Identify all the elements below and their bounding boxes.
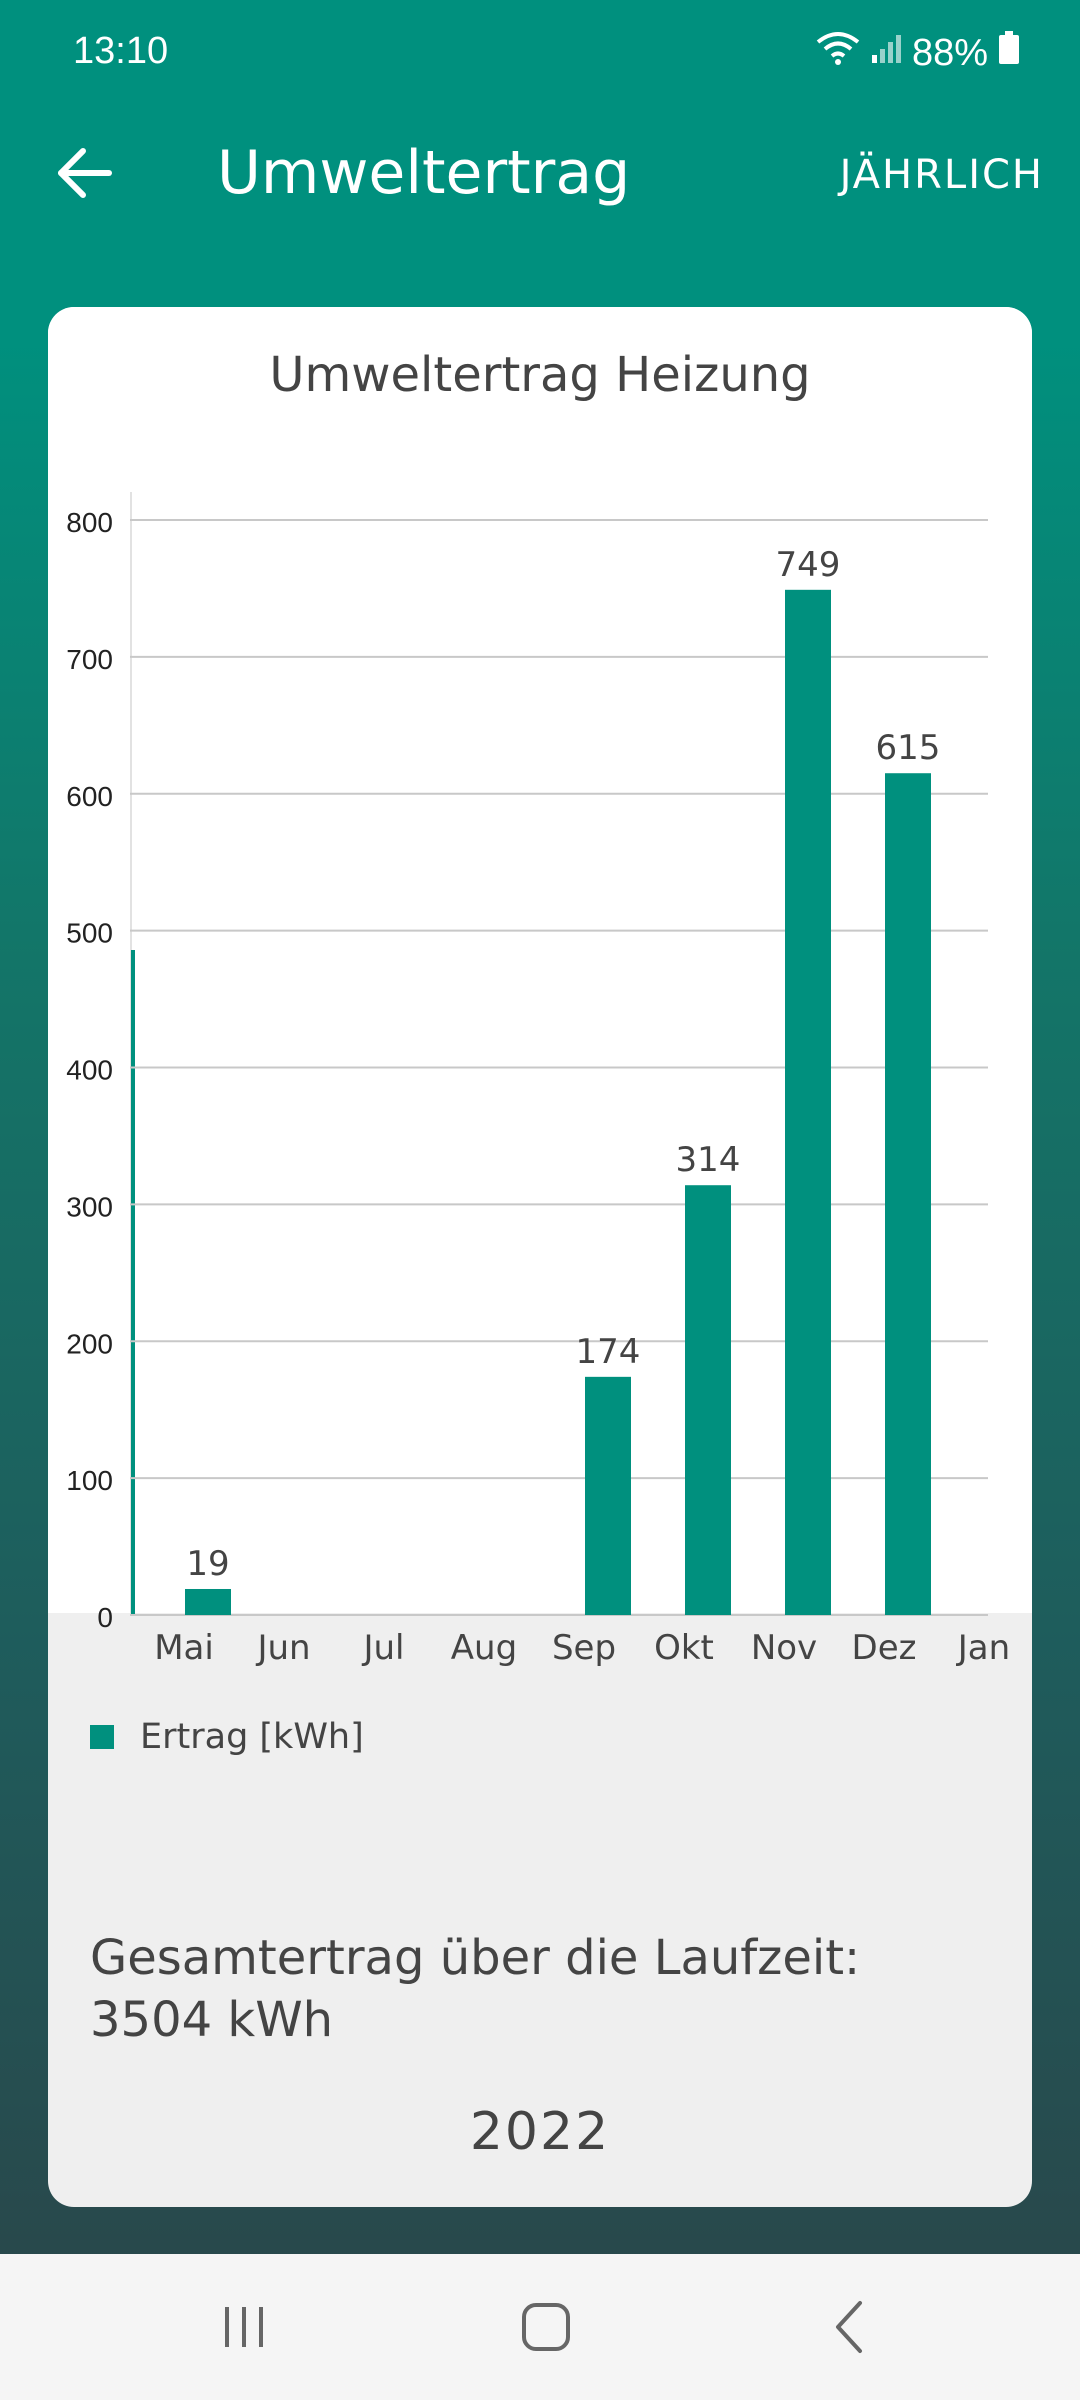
bar <box>685 1185 731 1615</box>
total-yield-label: Gesamtertrag über die Laufzeit: <box>90 1930 861 1986</box>
battery-icon <box>998 31 1020 75</box>
y-tick-label: 700 <box>66 644 113 675</box>
chart-card: Umweltertrag Heizung 0 100 200 300 400 500 600… <box>48 307 1032 2207</box>
app-bar: Umweltertrag JÄHRLICH <box>0 110 1080 240</box>
x-tick-label: Okt <box>654 1628 714 1668</box>
bar-value-label: 749 <box>776 545 841 585</box>
chart-title: Umweltertrag Heizung <box>269 347 811 403</box>
system-nav-bar <box>0 2254 1080 2400</box>
x-tick-label: Jun <box>255 1628 310 1668</box>
home-icon <box>520 2301 572 2357</box>
total-yield-value: 3504 kWh <box>90 1992 334 2048</box>
recent-apps-button[interactable] <box>184 2284 304 2374</box>
bar <box>785 589 831 1615</box>
back-icon <box>830 2299 870 2359</box>
y-tick-label: 300 <box>66 1191 113 1222</box>
legend-label: Ertrag [kWh] <box>140 1717 364 1757</box>
year-label[interactable]: 2022 <box>469 2102 611 2162</box>
x-tick-label: Jan <box>956 1628 1010 1668</box>
battery-percent: 88% <box>911 31 988 74</box>
y-tick-label: 800 <box>66 507 113 538</box>
bar-value-label: 174 <box>576 1332 641 1372</box>
back-button[interactable] <box>40 135 130 215</box>
y-tick-label: 0 <box>97 1602 113 1633</box>
total-yield: Gesamtertrag über die Laufzeit: 3504 kWh <box>90 1927 860 2051</box>
x-tick-label: Dez <box>852 1628 917 1668</box>
recent-apps-icon <box>219 2302 269 2356</box>
bar <box>185 1588 231 1615</box>
chart-legend: Ertrag [kWh] <box>90 1717 364 1757</box>
x-tick-label: Mai <box>154 1628 214 1668</box>
bar-value-label: 314 <box>676 1140 741 1180</box>
y-tick-label: 100 <box>66 1465 113 1496</box>
period-toggle-button[interactable]: JÄHRLICH <box>839 152 1044 198</box>
y-tick-label: 500 <box>66 918 113 949</box>
bar-chart: 0 100 200 300 400 500 600 700 800 Mai 19 Jun Jul Aug S… <box>66 492 1010 1668</box>
arrow-left-icon <box>57 148 113 202</box>
bar <box>885 773 931 1615</box>
x-tick-label: Aug <box>451 1628 517 1668</box>
y-tick-label: 200 <box>66 1328 113 1359</box>
x-tick-label: Jul <box>361 1628 404 1668</box>
chart-area-background <box>48 307 1032 1613</box>
x-tick-label: Sep <box>552 1628 616 1668</box>
legend-swatch <box>90 1725 114 1749</box>
bar-value-label: 19 <box>186 1544 229 1584</box>
home-button[interactable] <box>486 2284 606 2374</box>
status-icons: 88% <box>816 30 1020 76</box>
status-time: 13:10 <box>73 30 169 72</box>
x-tick-label: Nov <box>751 1628 817 1668</box>
page-title: Umweltertrag <box>217 138 631 208</box>
y-tick-label: 600 <box>66 781 113 812</box>
status-bar: 13:10 88% <box>0 0 1080 110</box>
signal-icon <box>870 32 902 75</box>
back-nav-button[interactable] <box>790 2284 910 2374</box>
wifi-icon <box>816 30 860 76</box>
y-tick-label: 400 <box>66 1055 113 1086</box>
bar-value-label: 615 <box>876 728 941 768</box>
bar <box>585 1376 631 1615</box>
